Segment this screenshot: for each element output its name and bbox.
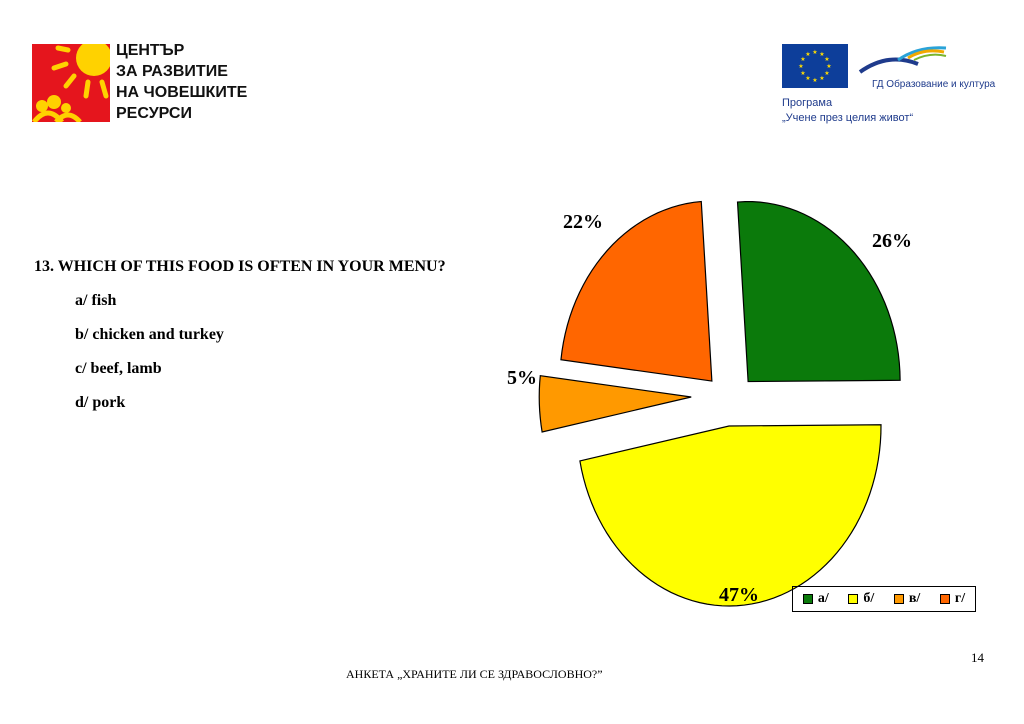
answer-option: b/ chicken and turkey [75, 326, 224, 343]
eu-dg-label: ГД Образование и култура [872, 79, 996, 90]
svg-text:★: ★ [805, 51, 810, 58]
legend-item: б/ [848, 591, 874, 607]
svg-text:★: ★ [824, 56, 829, 63]
data-label: 26% [872, 230, 912, 252]
pie-slice-a [736, 201, 901, 383]
eu-program-label: Програма „Учене през целия живот“ [782, 96, 913, 126]
answer-option: c/ beef, lamb [75, 360, 162, 377]
hrdc-name-line: РЕСУРСИ [116, 105, 192, 122]
legend-item: г/ [939, 591, 966, 607]
pie-slice-b [579, 424, 882, 607]
svg-text:★: ★ [819, 51, 824, 58]
hrdc-name-line: ЗА РАЗВИТИЕ [116, 63, 228, 80]
svg-text:★: ★ [805, 75, 810, 82]
legend-label: а/ [817, 591, 829, 606]
data-label: 22% [563, 211, 603, 233]
answer-options: a/ fish b/ chicken and turkey c/ beef, l… [75, 292, 224, 428]
answer-option: a/ fish [75, 292, 117, 309]
svg-text:★: ★ [812, 49, 817, 56]
eu-program-line: Програма [782, 97, 833, 109]
chart-legend: а/ б/ в/ г/ [792, 586, 976, 612]
svg-text:★: ★ [812, 77, 817, 84]
data-label: 5% [507, 367, 537, 389]
svg-text:★: ★ [800, 56, 805, 63]
legend-item: а/ [802, 591, 829, 607]
svg-text:★: ★ [819, 75, 824, 82]
footer-title: АНКЕТА „ХРАНИТЕ ЛИ СЕ ЗДРАВОСЛОВНО?” [346, 667, 603, 681]
hrdc-name-line: НА ЧОВЕШКИТЕ [116, 84, 248, 101]
legend-label: б/ [863, 591, 875, 606]
question-title: 13. WHICH OF THIS FOOD IS OFTEN IN YOUR … [34, 258, 446, 275]
legend-label: г/ [954, 591, 966, 606]
svg-text:★: ★ [800, 70, 805, 77]
legend-swatch [848, 594, 859, 604]
page-number: 14 [971, 650, 984, 665]
hrdc-name: ЦЕНТЪР ЗА РАЗВИТИЕ НА ЧОВЕШКИТЕ РЕСУРСИ [116, 40, 247, 124]
svg-text:★: ★ [824, 70, 829, 77]
hrdc-name-line: ЦЕНТЪР [116, 42, 185, 59]
svg-text:★: ★ [798, 63, 803, 70]
legend-swatch [802, 594, 813, 604]
hrdc-logo [32, 44, 110, 122]
legend-label: в/ [908, 591, 921, 606]
legend-swatch [893, 594, 904, 604]
data-label: 47% [719, 584, 759, 606]
eu-program-line: „Учене през целия живот“ [782, 112, 914, 124]
pie-slice-d [560, 200, 713, 382]
pie-slice-c [538, 374, 692, 433]
lifelong-learning-logo-icon [858, 42, 950, 78]
legend-swatch [939, 594, 950, 604]
legend-item: в/ [893, 591, 921, 607]
answer-option: d/ pork [75, 394, 126, 411]
svg-text:★: ★ [826, 63, 831, 70]
eu-flag-icon: ★ ★ ★ ★ ★ ★ ★ ★ ★ ★ ★ ★ [782, 44, 848, 88]
